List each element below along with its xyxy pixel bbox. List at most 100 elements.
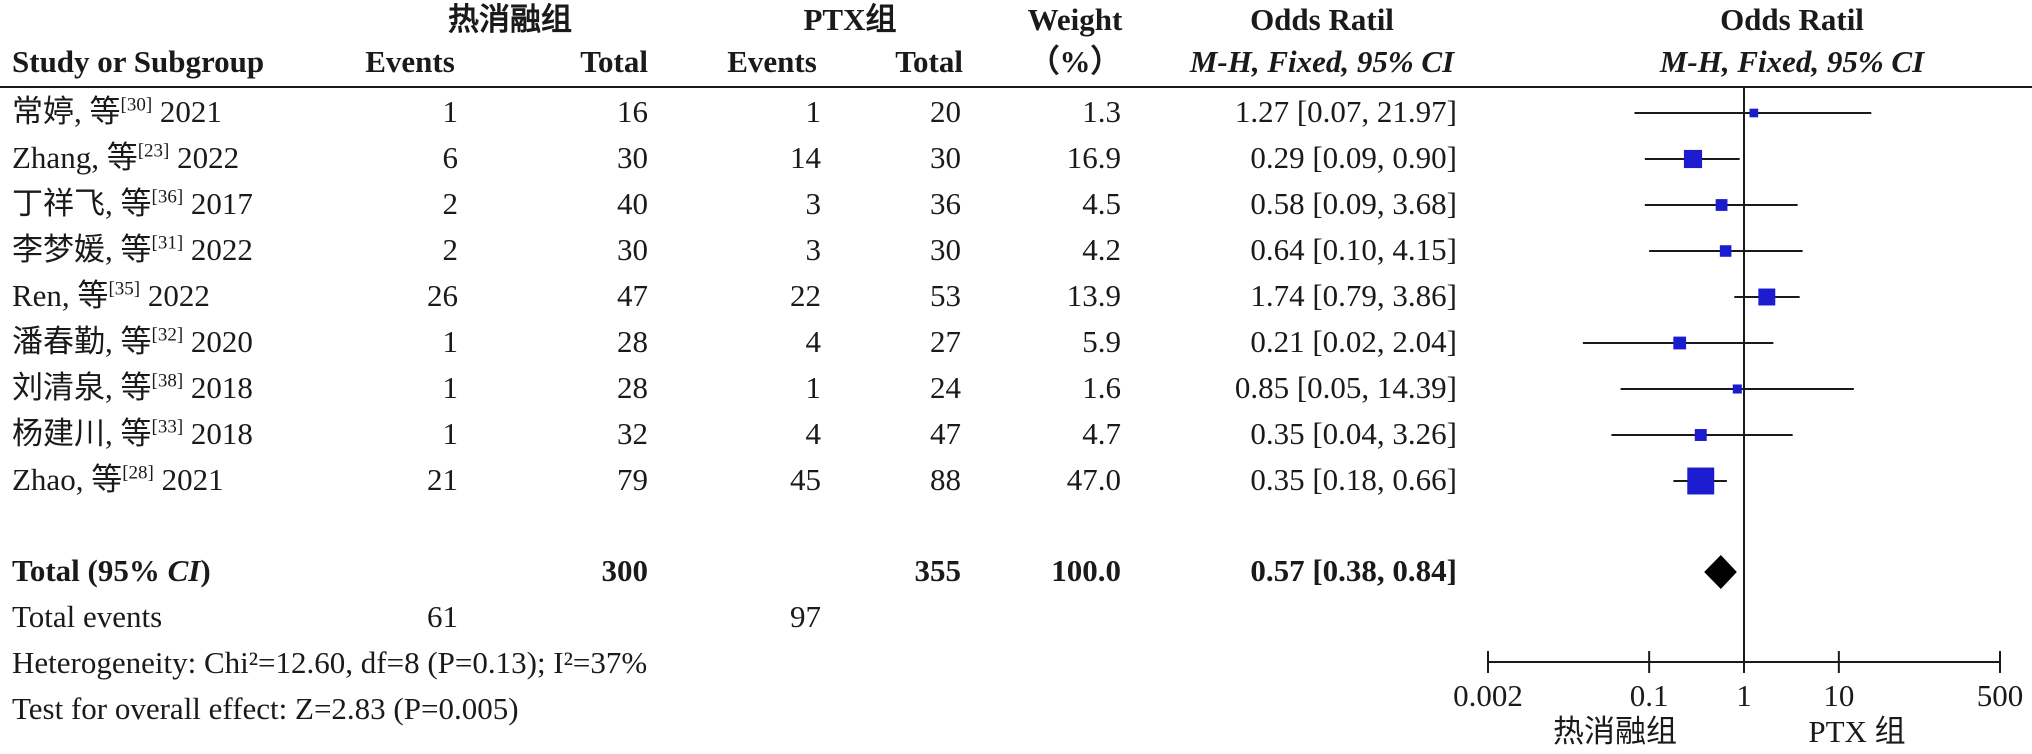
study-label: Ren, 等[35] 2022 xyxy=(12,280,210,311)
study-label: 丁祥飞, 等[36] 2017 xyxy=(12,188,253,219)
or-ci-text: 0.35 [0.18, 0.66] xyxy=(1250,462,1457,497)
study-name: 潘春勤, 等 xyxy=(12,324,152,359)
summary-diamond xyxy=(1704,555,1737,589)
events-a: 2 xyxy=(442,186,459,221)
study-name: Ren, 等 xyxy=(12,278,109,313)
study-label: 杨建川, 等[33] 2018 xyxy=(12,418,253,449)
overall-effect-text: Test for overall effect: Z=2.83 (P=0.005… xyxy=(12,691,519,726)
study-marker xyxy=(1758,288,1776,306)
study-marker xyxy=(1719,245,1732,257)
study-name: Zhao, 等 xyxy=(12,462,123,497)
events-b: 4 xyxy=(805,324,822,359)
weight-value: 4.2 xyxy=(1082,232,1121,267)
total-weight: 100.0 xyxy=(1051,553,1121,588)
or-ci-text: 1.27 [0.07, 21.97] xyxy=(1234,94,1457,129)
weight-value: 16.9 xyxy=(1066,140,1121,175)
study-column-header: Study or Subgroup xyxy=(12,44,265,79)
plot-header-method: M-H, Fixed, 95% CI xyxy=(1659,44,1925,79)
events-a: 6 xyxy=(442,140,459,175)
group-a-header: 热消融组 xyxy=(448,2,572,37)
study-marker xyxy=(1749,108,1759,118)
total-a-header: Total xyxy=(580,44,648,79)
events-b: 3 xyxy=(805,232,822,267)
study-ref: [38] xyxy=(151,370,184,392)
study-name: 李梦媛, 等 xyxy=(12,232,152,267)
total-label-ci: CI xyxy=(167,553,201,588)
events-a: 2 xyxy=(442,232,459,267)
events-a: 21 xyxy=(427,462,458,497)
events-b: 3 xyxy=(805,186,822,221)
total-a: 28 xyxy=(617,370,648,405)
heterogeneity-text: Heterogeneity: Chi²=12.60, df=8 (P=0.13)… xyxy=(12,645,648,680)
study-name: 丁祥飞, 等 xyxy=(12,186,152,221)
weight-header: Weight xyxy=(1027,2,1123,37)
study-year: 2022 xyxy=(177,140,240,175)
or-ci-text: 0.64 [0.10, 4.15] xyxy=(1250,232,1457,267)
study-name: Zhang, 等 xyxy=(12,140,138,175)
total-a: 30 xyxy=(617,140,648,175)
group-b-header: PTX组 xyxy=(803,2,897,37)
favours-left-label: 热消融组 xyxy=(1553,714,1677,749)
events-b: 4 xyxy=(805,416,822,451)
events-b: 1 xyxy=(805,370,822,405)
weight-value: 4.5 xyxy=(1082,186,1121,221)
study-marker xyxy=(1687,467,1715,495)
study-ref: [36] xyxy=(151,186,184,208)
or-ci-text: 0.85 [0.05, 14.39] xyxy=(1234,370,1457,405)
total-b: 88 xyxy=(930,462,961,497)
events-b-header: Events xyxy=(727,44,817,79)
total-b: 20 xyxy=(930,94,961,129)
total-events-b: 97 xyxy=(790,599,821,634)
events-b: 45 xyxy=(790,462,821,497)
events-a: 1 xyxy=(442,94,459,129)
total-label-start: Total (95% xyxy=(12,553,168,588)
or-ci-text: 0.58 [0.09, 3.68] xyxy=(1250,186,1457,221)
study-label: 常婷, 等[30] 2021 xyxy=(12,96,222,127)
or-ci-text: 0.35 [0.04, 3.26] xyxy=(1250,416,1457,451)
study-marker xyxy=(1732,384,1742,394)
study-marker xyxy=(1683,149,1703,169)
total-b: 47 xyxy=(930,416,961,451)
total-a: 16 xyxy=(617,94,648,129)
or-ci-text: 0.21 [0.02, 2.04] xyxy=(1250,324,1457,359)
study-label: 刘清泉, 等[38] 2018 xyxy=(12,372,253,403)
study-ref: [30] xyxy=(120,94,153,116)
total-label-end: ) xyxy=(200,553,211,588)
or-header-title: Odds Ratil xyxy=(1250,2,1394,37)
total-a: 47 xyxy=(617,278,648,313)
study-label: 李梦媛, 等[31] 2022 xyxy=(12,234,253,265)
total-a: 32 xyxy=(617,416,648,451)
events-a: 26 xyxy=(427,278,458,313)
or-ci-text: 1.74 [0.79, 3.86] xyxy=(1250,278,1457,313)
axis-tick-label: 0.002 xyxy=(1453,678,1523,713)
study-ref: [28] xyxy=(122,462,154,484)
study-label: 潘春勤, 等[32] 2020 xyxy=(12,326,253,357)
total-b-sum: 355 xyxy=(914,553,962,588)
total-b: 27 xyxy=(930,324,961,359)
axis-tick-label: 0.1 xyxy=(1629,678,1669,713)
events-b: 22 xyxy=(790,278,821,313)
or-ci-text: 0.29 [0.09, 0.90] xyxy=(1250,140,1457,175)
study-ref: [33] xyxy=(151,416,184,438)
total-b: 53 xyxy=(930,278,961,313)
study-name: 杨建川, 等 xyxy=(12,416,152,451)
study-year: 2018 xyxy=(190,416,253,451)
study-name: 常婷, 等 xyxy=(12,94,121,129)
study-label: Zhao, 等[28] 2021 xyxy=(12,464,224,495)
total-b: 30 xyxy=(930,140,961,175)
total-a-sum: 300 xyxy=(601,553,649,588)
total-b: 36 xyxy=(930,186,961,221)
study-name: 刘清泉, 等 xyxy=(12,370,152,405)
events-a: 1 xyxy=(442,370,459,405)
study-ref: [23] xyxy=(137,140,170,162)
study-marker xyxy=(1715,199,1728,211)
study-ref: [31] xyxy=(151,232,184,254)
total-b: 24 xyxy=(930,370,961,405)
study-ref: [35] xyxy=(108,278,141,300)
total-events-label: Total events xyxy=(12,599,163,634)
axis-tick-label: 500 xyxy=(1976,678,2024,713)
total-b: 30 xyxy=(930,232,961,267)
total-b-header: Total xyxy=(895,44,963,79)
favours-right-label: PTX 组 xyxy=(1808,714,1906,749)
